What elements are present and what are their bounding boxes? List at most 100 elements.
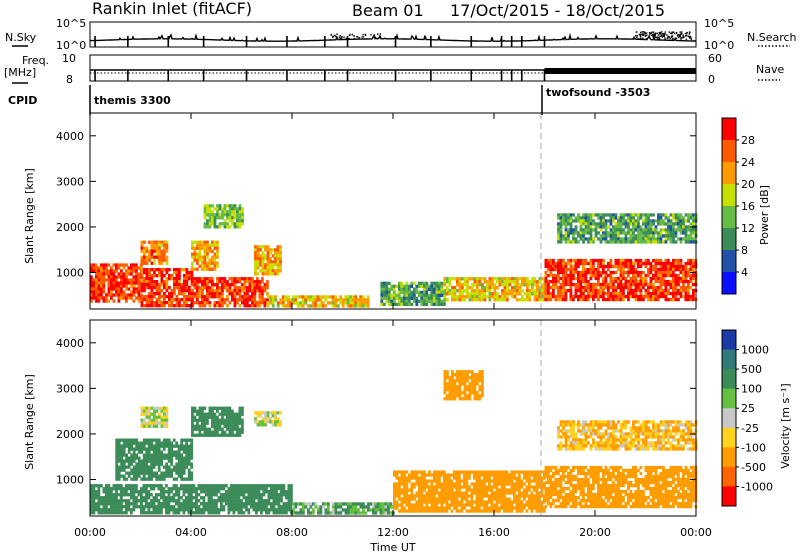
power-cell-9 [526, 280, 529, 284]
power-cell-9 [493, 289, 497, 293]
power-cell-11 [567, 240, 570, 244]
power-cell-10 [667, 297, 670, 302]
velocity-cell-0 [217, 484, 221, 488]
power-cell-0 [102, 281, 106, 285]
velocity-cell-1 [117, 468, 121, 472]
velocity-cell-6 [405, 470, 409, 474]
power-cell-10 [659, 294, 663, 299]
power-cell-8 [432, 281, 436, 285]
power-cell-10 [612, 276, 615, 281]
velocity-cell-6 [448, 485, 451, 489]
velocity-cell-1 [170, 441, 174, 445]
velocity-cell-0 [152, 505, 156, 509]
power-cell-11 [667, 228, 670, 232]
velocity-cell-2 [223, 418, 227, 422]
power-cell-11 [657, 222, 660, 226]
power-cell-10 [562, 288, 565, 293]
power-cell-1 [168, 298, 171, 302]
power-cell-2 [243, 280, 247, 284]
velocity-cell-5 [322, 502, 325, 506]
power-cell-10 [599, 288, 603, 293]
power-cell-10 [654, 261, 658, 266]
power-cell-5 [206, 264, 209, 268]
power-cell-7 [213, 222, 217, 226]
power-cell-11 [692, 228, 695, 232]
velocity-cell-6 [455, 494, 459, 498]
power-cell-11 [654, 231, 658, 235]
power-cell-9 [448, 283, 452, 287]
power-cell-2 [193, 286, 197, 290]
power-cell-2 [196, 295, 199, 299]
power-cell-3 [286, 301, 290, 305]
velocity-cell-6 [440, 509, 444, 513]
power-cell-1 [148, 304, 151, 308]
velocity-cell-0 [280, 490, 283, 494]
power-cell-6 [256, 266, 260, 270]
power-cell-10 [549, 267, 553, 272]
power-cell-10 [634, 276, 638, 281]
power-cell-2 [253, 298, 257, 302]
power-cell-10 [634, 267, 638, 272]
velocity-cell-0 [255, 508, 258, 512]
velocity-cell-6 [460, 506, 464, 510]
power-cell-6 [271, 266, 275, 270]
velocity-cell-6 [423, 509, 426, 513]
velocity-cell-0 [272, 499, 276, 503]
power-cell-3 [339, 301, 343, 305]
velocity-cell-3 [165, 421, 169, 425]
velocity-cell-0 [112, 505, 116, 509]
nsky-dot [681, 31, 683, 33]
power-cell-11 [634, 225, 638, 229]
nsky-tick-top: 10^5 [56, 17, 86, 30]
power-cell-11 [562, 234, 565, 238]
power-cell-10 [649, 297, 653, 302]
velocity-cell-1 [160, 474, 164, 478]
power-cell-8 [425, 299, 429, 303]
power-cell-2 [203, 295, 207, 299]
power-cell-11 [664, 222, 668, 226]
power-cell-11 [647, 237, 650, 241]
power-cell-6 [259, 263, 262, 267]
power-cell-1 [158, 283, 161, 287]
velocity-cell-6 [425, 497, 429, 501]
velocity-cell-2 [201, 415, 204, 419]
power-cell-9 [473, 277, 477, 281]
power-cell-10 [594, 276, 598, 281]
velocity-cell-5 [304, 505, 308, 509]
power-cell-3 [324, 295, 328, 299]
power-cell-7 [223, 210, 227, 214]
velocity-cell-0 [150, 511, 153, 515]
velocity-cell-0 [160, 496, 163, 500]
velocity-cell-2 [228, 433, 232, 437]
velocity-cell-0 [97, 502, 101, 506]
power-cell-3 [291, 301, 295, 305]
power-cell-11 [672, 216, 675, 220]
power-cell-9 [493, 277, 497, 281]
velocity-cell-0 [92, 496, 96, 500]
velocity-cell-6 [420, 488, 424, 492]
power-cell-7 [241, 222, 244, 226]
power-cell-5 [196, 240, 199, 244]
power-cell-9 [511, 280, 514, 284]
velocity-cell-0 [285, 502, 288, 506]
power-cell-8 [397, 296, 401, 300]
power-cell-2 [191, 289, 194, 293]
velocity-cell-2 [211, 430, 214, 434]
nsky-dot [688, 33, 690, 35]
velocity-cell-1 [162, 441, 166, 445]
power-cell-4 [163, 255, 166, 259]
power-cell-1 [148, 271, 151, 275]
velocity-cell-1 [187, 474, 191, 478]
power-cell-2 [191, 277, 194, 281]
velocity-cell-6 [478, 488, 481, 492]
velocity-cell-6 [480, 488, 484, 492]
velocity-cell-0 [177, 502, 181, 506]
velocity-cell-0 [150, 487, 153, 491]
power-cell-10 [632, 288, 635, 293]
power-cell-2 [211, 289, 214, 293]
velocity-cell-5 [367, 508, 370, 512]
power-cell-10 [587, 261, 590, 266]
power-cell-11 [574, 219, 578, 223]
power-cell-0 [90, 263, 93, 267]
power-cell-5 [208, 267, 212, 271]
